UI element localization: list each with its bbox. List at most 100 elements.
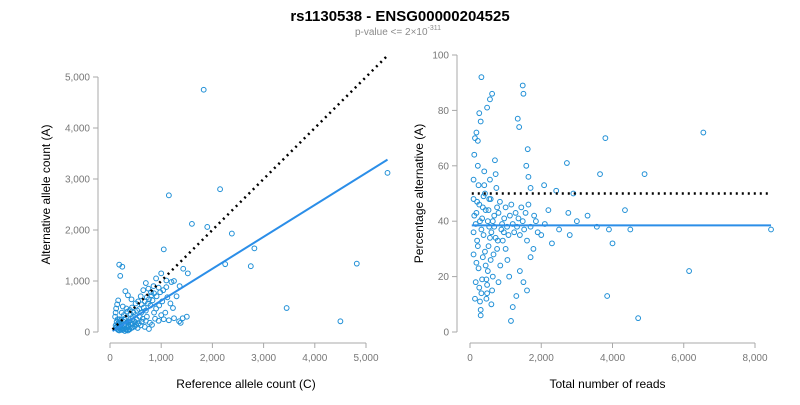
p0-point-26 <box>119 263 126 270</box>
p0-x-axis-title: Reference allele count (C) <box>176 377 315 391</box>
p0-point-120 <box>114 316 121 323</box>
p1-point-110 <box>483 276 490 283</box>
pvalue-times: × <box>411 27 417 38</box>
p1-y-tick-label-5: 100 <box>432 51 449 62</box>
p0-point-74 <box>146 326 152 332</box>
p0-x-tick-label-5: 5,000 <box>353 353 378 364</box>
p0-point-84 <box>170 305 176 311</box>
p1-point-29 <box>593 223 600 230</box>
p1-point-0 <box>478 74 485 81</box>
p0-y-tick-label-0: 0 <box>84 328 90 339</box>
p0-point-75 <box>149 321 155 328</box>
p0-point-145 <box>283 305 290 311</box>
p1-point-117 <box>488 229 495 236</box>
p1-point-26 <box>565 209 572 216</box>
p0-point-134 <box>132 319 139 326</box>
p1-point-96 <box>473 209 480 216</box>
p0-y-tick-label-2: 2,000 <box>65 226 90 237</box>
p1-point-58 <box>492 171 499 178</box>
p1-point-82 <box>475 182 482 189</box>
p0-point-3 <box>189 220 195 227</box>
p1-point-37 <box>549 240 555 247</box>
p1-y-tick-label-1: 20 <box>438 272 450 283</box>
p1-point-42 <box>524 287 530 294</box>
p0-point-143 <box>160 287 167 294</box>
p1-x-axis-title: Total number of reads <box>549 377 665 391</box>
p1-point-52 <box>499 221 505 227</box>
p0-point-87 <box>112 309 119 316</box>
p1-point-63 <box>489 287 495 294</box>
p1-point-60 <box>491 212 498 219</box>
p0-point-11 <box>168 279 175 285</box>
p1-x-tick-label-2: 4,000 <box>600 353 625 364</box>
p1-point-127 <box>502 204 509 211</box>
p1-point-126 <box>501 215 508 222</box>
p1-point-104 <box>479 215 486 222</box>
p0-point-44 <box>155 317 162 324</box>
p0-point-48 <box>176 318 183 325</box>
p0-point-128 <box>124 324 131 331</box>
p1-point-95 <box>472 221 479 227</box>
p1-point-56 <box>494 204 500 211</box>
p1-point-116 <box>487 257 494 263</box>
p1-point-4 <box>487 96 493 103</box>
p0-point-138 <box>146 296 152 303</box>
p1-point-123 <box>497 198 503 205</box>
p0-point-15 <box>142 280 149 286</box>
p0-point-50 <box>177 319 184 326</box>
p1-point-86 <box>472 279 479 286</box>
p1-point-100 <box>476 284 483 291</box>
chart-title: rs1130538 - ENSG00000204525 <box>290 8 509 25</box>
p0-point-6 <box>160 246 167 253</box>
p0-point-85 <box>173 293 180 300</box>
p1-point-64 <box>488 301 495 308</box>
p1-point-109 <box>482 262 489 269</box>
p1-point-141 <box>522 209 529 216</box>
p1-point-91 <box>470 251 477 258</box>
p1-point-2 <box>519 82 526 89</box>
p1-point-145 <box>531 212 538 219</box>
p1-point-27 <box>573 218 580 225</box>
p0-point-146 <box>337 318 344 325</box>
p1-point-15 <box>602 135 609 142</box>
p0-x-tick-label-1: 1,000 <box>149 353 174 364</box>
p0-point-40 <box>138 318 145 325</box>
p1-point-136 <box>515 215 522 222</box>
p0-point-35 <box>113 305 120 312</box>
p1-point-32 <box>604 293 611 299</box>
p1-point-75 <box>480 232 487 238</box>
p0-point-18 <box>155 284 162 291</box>
p1-y-axis-title: Percentage alternative (A) <box>412 124 426 263</box>
p1-point-112 <box>484 218 491 225</box>
p0-point-0 <box>200 86 207 93</box>
p1-point-23 <box>641 171 648 178</box>
pvalue-base: 10 <box>416 27 428 38</box>
p1-point-61 <box>490 251 497 258</box>
p1-point-8 <box>476 110 483 117</box>
p1-y-tick-label-0: 0 <box>443 328 449 339</box>
p0-point-7 <box>251 245 258 252</box>
p1-point-129 <box>505 232 512 238</box>
p0-point-34 <box>123 305 130 312</box>
p1-point-28 <box>584 212 591 219</box>
p1-point-146 <box>534 229 541 236</box>
p1-point-89 <box>470 196 477 202</box>
scatter-panel-allele-counts: 0 1,000 2,000 3,000 4,000 5,000 0 1,000 2,000 3,0… <box>39 55 391 391</box>
p1-point-103 <box>478 226 485 233</box>
chart-subtitle: p-value <= 2×10-311 <box>355 25 441 38</box>
p0-x-tick-label-3: 3,000 <box>251 353 276 364</box>
p1-point-148 <box>545 207 552 214</box>
p1-point-57 <box>493 185 500 191</box>
p1-point-121 <box>494 246 500 252</box>
p1-point-142 <box>524 237 530 244</box>
p1-point-78 <box>478 290 485 297</box>
p1-point-134 <box>512 209 519 216</box>
p1-point-59 <box>492 157 498 164</box>
p1-point-46 <box>509 304 516 310</box>
p1-point-107 <box>481 182 488 189</box>
p0-point-10 <box>184 270 191 277</box>
p1-point-38 <box>538 232 545 238</box>
p1-point-149 <box>556 226 562 233</box>
p1-point-115 <box>487 234 493 241</box>
